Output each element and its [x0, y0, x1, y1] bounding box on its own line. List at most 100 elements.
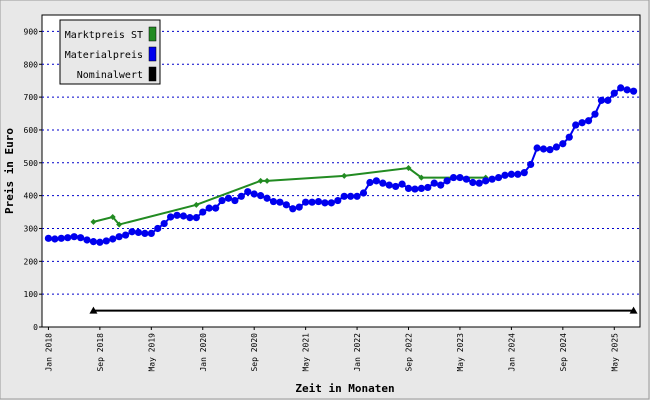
- point: [257, 177, 264, 184]
- point: [501, 171, 509, 179]
- x-tick-label: Jan 2022: [353, 333, 362, 372]
- y-tick-label: 200: [24, 257, 39, 266]
- point: [469, 178, 477, 187]
- legend: Marktpreis ST Materialpreis Nominalwert: [59, 19, 161, 85]
- point: [327, 199, 335, 207]
- point: [347, 192, 355, 200]
- point: [167, 213, 175, 221]
- point: [141, 229, 149, 237]
- y-tick-label: 700: [24, 93, 39, 102]
- point: [224, 194, 233, 202]
- point: [424, 183, 432, 192]
- point: [411, 185, 419, 193]
- point: [179, 212, 188, 220]
- point: [89, 306, 98, 314]
- point: [121, 231, 130, 239]
- point: [578, 119, 586, 127]
- point: [353, 192, 361, 200]
- point: [282, 201, 290, 209]
- point: [392, 182, 400, 191]
- point: [494, 173, 503, 182]
- point: [597, 96, 606, 104]
- point: [134, 228, 143, 237]
- point: [276, 198, 284, 206]
- x-tick-label: May 2019: [147, 333, 156, 372]
- y-tick-label: 500: [24, 159, 39, 168]
- y-tick-label: 0: [33, 323, 38, 332]
- legend-swatch: [148, 46, 157, 62]
- legend-label: Marktpreis ST: [65, 30, 143, 41]
- line: [93, 167, 486, 226]
- legend-label: Nominalwert: [77, 70, 143, 81]
- point: [591, 110, 599, 118]
- y-tick-label: 800: [24, 60, 39, 69]
- point: [212, 204, 220, 212]
- point: [520, 169, 528, 177]
- point: [64, 234, 72, 242]
- point: [359, 189, 368, 197]
- point: [173, 211, 181, 219]
- point: [623, 86, 631, 94]
- point: [83, 236, 91, 244]
- point: [629, 306, 638, 314]
- point: [443, 177, 451, 185]
- x-tick-label: May 2025: [610, 333, 619, 372]
- point: [527, 160, 535, 169]
- point: [244, 188, 252, 196]
- x-tick-label: May 2023: [456, 333, 465, 372]
- point: [96, 238, 104, 246]
- x-tick-label: Sep 2022: [405, 333, 414, 372]
- legend-box: [59, 19, 161, 85]
- point: [295, 203, 303, 211]
- point: [341, 172, 348, 179]
- point: [147, 229, 155, 237]
- point: [372, 177, 380, 185]
- point: [128, 228, 136, 236]
- point: [321, 199, 329, 207]
- point: [604, 96, 612, 104]
- point: [462, 175, 470, 183]
- point: [89, 238, 98, 246]
- point: [572, 121, 580, 129]
- point: [218, 196, 226, 205]
- point: [57, 234, 65, 242]
- point: [51, 235, 59, 243]
- y-tick-label: 400: [24, 192, 39, 201]
- point: [76, 234, 85, 242]
- point: [456, 173, 464, 182]
- point: [482, 177, 490, 185]
- point: [186, 214, 194, 222]
- point: [116, 221, 123, 228]
- point: [385, 181, 393, 189]
- point: [629, 87, 638, 95]
- point: [264, 177, 271, 184]
- point: [199, 208, 207, 216]
- x-tick-label: Jan 2020: [199, 333, 208, 372]
- point: [308, 198, 316, 206]
- point: [539, 145, 548, 153]
- point: [109, 235, 117, 243]
- point: [514, 170, 522, 178]
- point: [192, 214, 200, 222]
- x-tick-label: Jan 2024: [507, 333, 516, 372]
- point: [430, 179, 438, 187]
- point: [302, 198, 310, 206]
- point: [334, 196, 342, 205]
- point: [475, 179, 483, 187]
- y-tick-label: 300: [24, 224, 39, 233]
- point: [559, 140, 567, 148]
- point: [154, 224, 162, 233]
- point: [314, 197, 323, 206]
- legend-swatch: [148, 66, 157, 82]
- point: [237, 192, 245, 200]
- point: [507, 170, 515, 178]
- x-axis-label: Zeit in Monaten: [295, 382, 394, 395]
- y-axis-label: Preis in Euro: [3, 128, 16, 214]
- legend-label: Materialpreis: [65, 50, 143, 61]
- point: [417, 184, 425, 193]
- point: [488, 175, 496, 183]
- point: [193, 201, 200, 208]
- point: [565, 133, 573, 141]
- point: [617, 84, 625, 92]
